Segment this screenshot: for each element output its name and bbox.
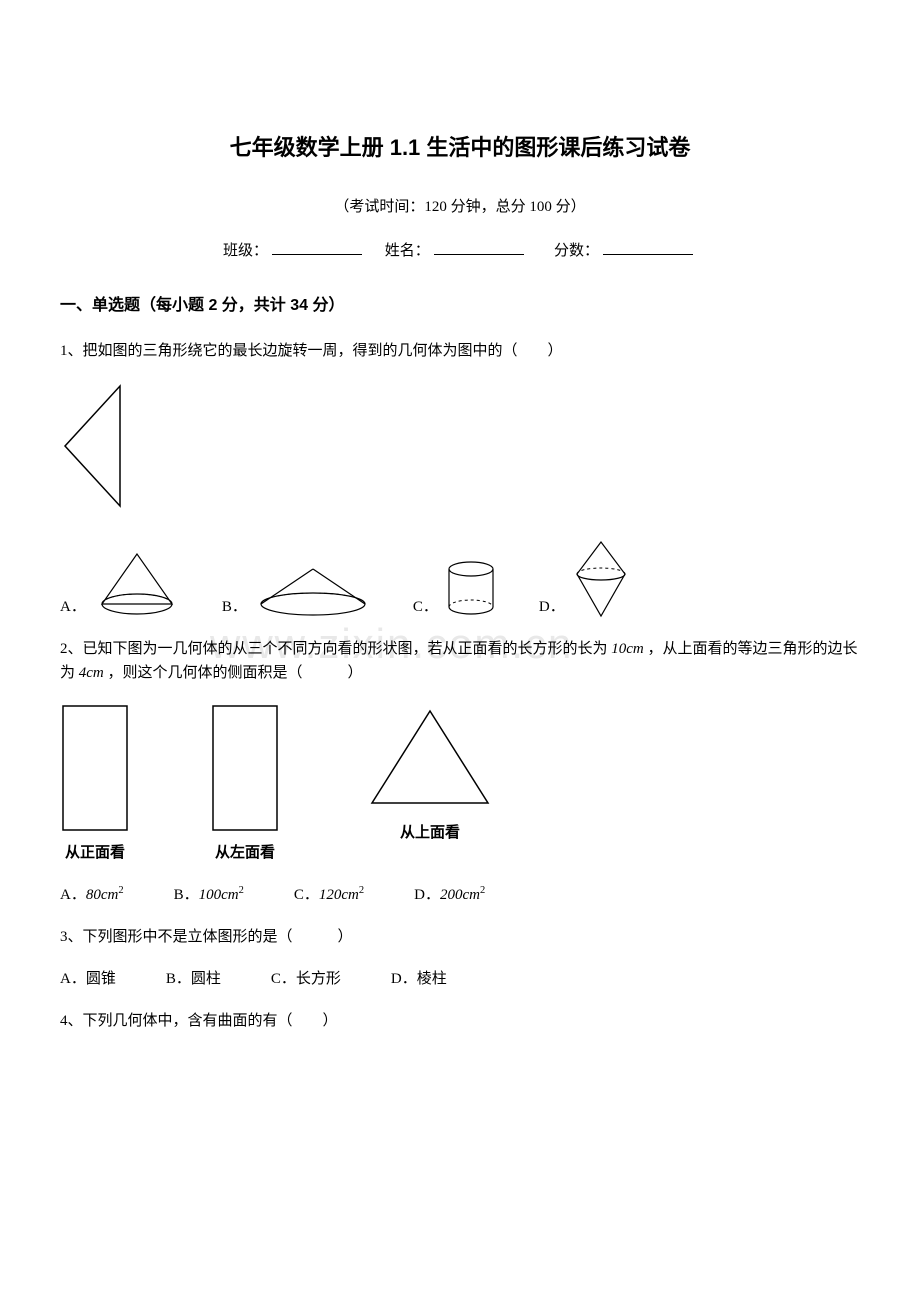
q2-opt-d-sup: 2 [480, 885, 485, 896]
question-1-text: 1、把如图的三角形绕它的最长边旋转一周，得到的几何体为图中的（ ） [60, 339, 860, 363]
page-title: 七年级数学上册 1.1 生活中的图形课后练习试卷 [60, 130, 860, 165]
student-info-line: 班级： 姓名： 分数： [60, 239, 860, 263]
q2-left-label: 从左面看 [215, 841, 275, 865]
q1-option-a-label: A． [60, 595, 86, 619]
bicone-icon [571, 539, 631, 619]
q2-opt-d-value: 200cm [440, 887, 480, 903]
q2-left-view: 从左面看 [210, 703, 280, 865]
q2-opt-c-label: C． [294, 887, 319, 903]
q1-given-triangle [60, 381, 860, 520]
q2-opt-d-label: D． [414, 887, 440, 903]
cylinder-icon [444, 559, 499, 619]
q1-options: A． B． C． D． [60, 539, 860, 619]
rectangle-icon [210, 703, 280, 833]
class-label: 班级： [223, 243, 268, 259]
class-blank[interactable] [272, 254, 362, 255]
q2-opt-b-sup: 2 [239, 885, 244, 896]
q1-option-b-label: B． [222, 595, 247, 619]
score-blank[interactable] [603, 254, 693, 255]
q2-opt-c-sup: 2 [359, 885, 364, 896]
question-3-text: 3、下列图形中不是立体图形的是（ ） [60, 925, 860, 949]
question-2-text: 2、已知下图为一几何体的从三个不同方向看的形状图，若从正面看的长方形的长为 10… [60, 637, 860, 685]
q2-opt-a-sup: 2 [118, 885, 123, 896]
q1-option-c[interactable]: C． [413, 559, 499, 619]
q3-option-c[interactable]: C．长方形 [271, 967, 341, 991]
name-label: 姓名： [385, 243, 430, 259]
q2-opt-b-value: 100cm [199, 887, 239, 903]
q1-option-d[interactable]: D． [539, 539, 631, 619]
q2-option-a[interactable]: A．80cm2 [60, 883, 124, 907]
q3-option-d[interactable]: D．棱柱 [391, 967, 447, 991]
section-1-heading: 一、单选题（每小题 2 分，共计 34 分） [60, 293, 860, 319]
q2-opt-c-value: 120cm [319, 887, 359, 903]
q3-option-a[interactable]: A．圆锥 [60, 967, 116, 991]
q3-option-b[interactable]: B．圆柱 [166, 967, 221, 991]
q1-option-c-label: C． [413, 595, 438, 619]
q2-views: 从正面看 从左面看 从上面看 [60, 703, 860, 865]
score-label: 分数： [554, 243, 599, 259]
q2-front-view: 从正面看 [60, 703, 130, 865]
q2-val2: 4cm [79, 665, 104, 681]
name-blank[interactable] [434, 254, 524, 255]
q2-option-b[interactable]: B．100cm2 [174, 883, 244, 907]
q2-top-label: 从上面看 [400, 821, 460, 845]
q2-text-pre: 2、已知下图为一几何体的从三个不同方向看的形状图，若从正面看的长方形的长为 [60, 641, 611, 657]
q2-text-post: ，则这个几何体的侧面积是（ ） [108, 665, 363, 681]
q3-options: A．圆锥 B．圆柱 C．长方形 D．棱柱 [60, 967, 860, 991]
q1-option-d-label: D． [539, 595, 565, 619]
q2-options: A．80cm2 B．100cm2 C．120cm2 D．200cm2 [60, 883, 860, 907]
q2-val1: 10cm [611, 641, 644, 657]
q2-opt-a-value: 80cm [86, 887, 119, 903]
q2-front-label: 从正面看 [65, 841, 125, 865]
flat-cone-icon [253, 564, 373, 619]
cone-icon [92, 549, 182, 619]
rectangle-icon [60, 703, 130, 833]
q1-option-a[interactable]: A． [60, 549, 182, 619]
question-4-text: 4、下列几何体中，含有曲面的有（ ） [60, 1009, 860, 1033]
exam-info: （考试时间：120 分钟，总分 100 分） [60, 195, 860, 219]
triangle-icon [360, 703, 500, 813]
q2-opt-b-label: B． [174, 887, 199, 903]
q2-opt-a-label: A． [60, 887, 86, 903]
q2-top-view: 从上面看 [360, 703, 500, 845]
q2-option-c[interactable]: C．120cm2 [294, 883, 364, 907]
q2-option-d[interactable]: D．200cm2 [414, 883, 485, 907]
q1-option-b[interactable]: B． [222, 564, 373, 619]
